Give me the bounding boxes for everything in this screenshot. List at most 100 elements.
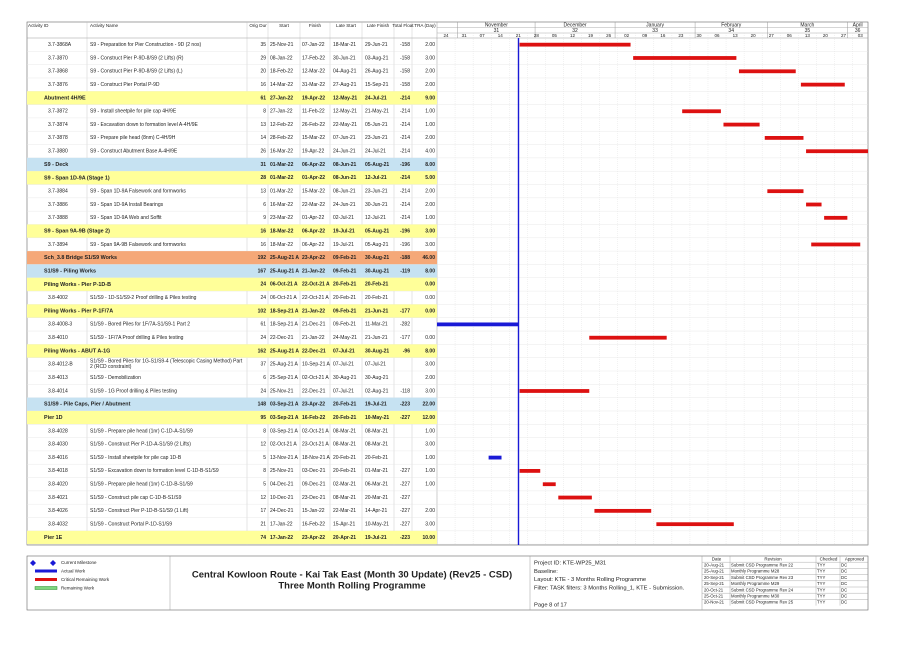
revision-header: Date [712, 556, 722, 561]
summary-band [27, 410, 437, 425]
remaining-bar [738, 69, 796, 74]
cell: 16-Feb-22 [302, 415, 326, 421]
cell: 3.7-3870 [48, 55, 68, 61]
month-number: 34 [728, 28, 734, 34]
summary-band [27, 277, 437, 292]
remaining-bar [519, 42, 631, 47]
cell: 23-Jun-21 [365, 189, 388, 195]
cell: 24-Jul-21 [365, 149, 386, 155]
week-label: 03 [858, 33, 864, 38]
cell: 19-Jul-21 [333, 228, 355, 234]
cell: 3.00 [425, 442, 435, 448]
cell: 30-Aug-21 [365, 255, 389, 261]
cell: 28-Feb-22 [270, 135, 293, 141]
cell: -282 [400, 322, 410, 328]
cell: 20-Feb-21 [333, 468, 356, 474]
cell: 23-Dec-21 [302, 495, 326, 501]
remaining-bar [806, 202, 822, 207]
cell: 07-Jul-21 [365, 362, 386, 368]
remaining-bar [824, 215, 848, 220]
summary-title: Piling Works - Pier P-1F/7A [44, 308, 113, 314]
cell: 11-Mar-21 [365, 322, 388, 328]
week-label: 21 [516, 33, 522, 38]
cell: 11-Feb-22 [302, 109, 325, 115]
cell: 46.00 [422, 255, 435, 261]
legend-symbol [34, 586, 58, 590]
cell: 1.00 [425, 482, 435, 488]
cell: 3.00 [425, 388, 435, 394]
cell: 25-Aug-21 A [270, 348, 299, 354]
cell: 13 [260, 189, 266, 195]
cell: 9.00 [425, 95, 435, 101]
cell: -188 [400, 255, 410, 261]
cell: 3.8-4018 [48, 468, 68, 474]
column-header: Start [279, 23, 289, 28]
cell: 08-Mar-21 [333, 428, 356, 434]
cell: 1.00 [425, 122, 435, 128]
cell: 02-Oct-21 A [302, 375, 329, 381]
legend-symbol [35, 569, 57, 573]
cell: 2.00 [425, 202, 435, 208]
cell: S9 - Preparation for Pier Construction -… [90, 42, 201, 48]
cell: 08-Mar-21 [333, 442, 356, 448]
cell: 3.8-4013 [48, 375, 68, 381]
cell: 25-Aug-21 A [270, 362, 298, 368]
cell: S9 - Construct Abutment Base A-4H/9E [90, 149, 178, 155]
cell: 03-Aug-21 [365, 55, 389, 61]
revision-header: Checked [820, 556, 838, 561]
cell: 18-Mar-22 [270, 242, 293, 248]
cell: 24 [260, 282, 266, 288]
summary-band [27, 224, 437, 238]
remaining-bar [682, 109, 721, 114]
remaining-bar [800, 82, 845, 87]
cell: -227 [400, 508, 410, 514]
cell: 21-Jun-21 [365, 335, 388, 341]
cell: 2.00 [425, 375, 435, 381]
cell: -227 [400, 482, 410, 488]
cell: 14-Apr-21 [365, 508, 387, 514]
cell: -214 [400, 109, 410, 115]
footer: Current Milestone Actual Work Critical Rem… [61, 556, 868, 609]
revision-cell: DC [841, 569, 847, 574]
cell: 21-Dec-21 [302, 322, 326, 328]
cell: 20-Feb-21 [365, 295, 388, 301]
revision-header: Revision [764, 556, 782, 561]
cell: 15-Mar-22 [302, 135, 325, 141]
cell: 01-Apr-22 [302, 175, 325, 181]
cell: 30-Aug-21 [365, 375, 389, 381]
cell: 22-Dec-21 [302, 388, 326, 394]
summary-band [27, 304, 437, 318]
cell: 24-May-21 [333, 335, 357, 341]
cell: -196 [400, 162, 410, 168]
cell: 19-Jul-21 [333, 242, 354, 248]
cell: 08-Jun-21 [333, 162, 357, 168]
cell: 0.00 [425, 282, 435, 288]
cell: 20-Feb-21 [365, 455, 388, 461]
cell: -196 [400, 242, 410, 248]
cell: -227 [400, 415, 410, 421]
revision-cell: TYY [817, 569, 825, 574]
cell: 18-Sep-21 A [270, 322, 298, 328]
summary-title: Pier 1E [44, 535, 63, 541]
cell: S9 - Span 1D-9A Web and Soffit [90, 215, 162, 221]
summary-title: S9 - Span 1D-9A (Stage 1) [44, 175, 110, 181]
cell: 08-Jun-21 [333, 189, 356, 195]
cell: 2.00 [425, 189, 435, 195]
cell: 09-Feb-21 [333, 268, 357, 274]
week-label: 16 [660, 33, 666, 38]
cell: 15-Jan-22 [302, 508, 325, 514]
cell: 01-Apr-22 [302, 215, 324, 221]
cell: 07-Jan-22 [302, 42, 325, 48]
cell: 01-Mar-21 [365, 468, 388, 474]
week-label: 30 [696, 33, 702, 38]
cell: 20-Feb-21 [333, 295, 356, 301]
cell: 3.8-4021 [48, 495, 68, 501]
cell: 19-Jul-21 [365, 402, 387, 408]
cell: 27-Jan-22 [270, 109, 293, 115]
summary-band [27, 344, 437, 358]
summary-title: Sch_3.8 Bridge S1/S9 Works [44, 255, 117, 261]
month-number: 31 [494, 28, 500, 34]
cell: 20-Mar-21 [365, 495, 388, 501]
cell: -158 [400, 82, 410, 88]
legend-label: Remaining Work [61, 586, 95, 591]
